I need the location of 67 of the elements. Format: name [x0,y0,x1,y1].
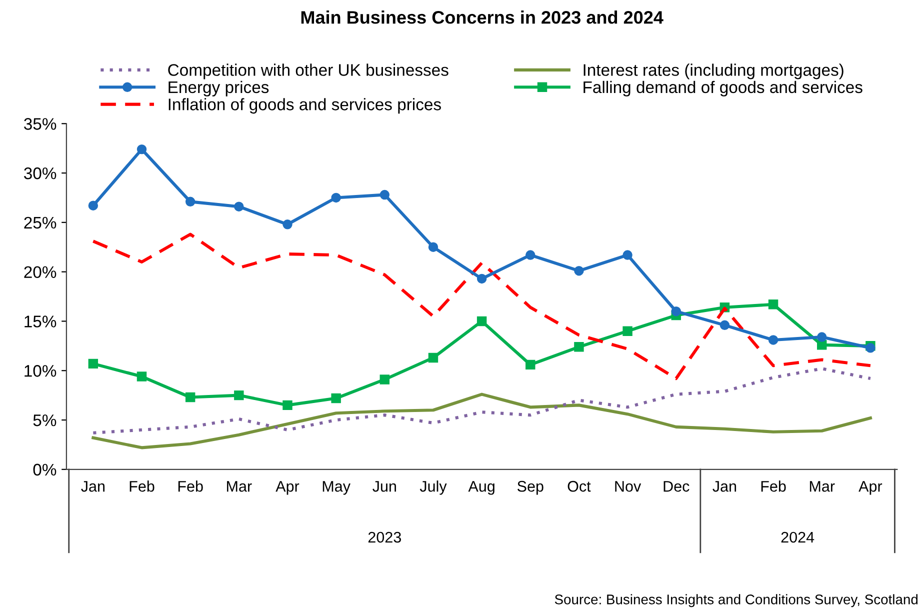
legend-label: Falling demand of goods and services [584,80,862,96]
x-tick-label: Mar [227,481,252,492]
point [88,358,98,369]
line-series [92,367,872,434]
x-tick-label: Jun [372,481,396,492]
point [768,300,778,310]
x-tick-label: Jan [712,481,736,492]
y-tick-label: 35% [24,118,56,130]
x-tick-label: Oct [568,480,591,492]
point [136,372,147,382]
x-tick-label: Jan [81,481,104,492]
x-tick-label: Feb [178,480,203,492]
y-tick-label: 15% [24,316,56,328]
x-tick-label: Nov [615,481,642,492]
point [526,360,536,370]
legend-label: Interest rates (including mortgages) [584,64,844,80]
point [671,306,681,316]
point [88,200,98,210]
x-tick-label: Apr [276,481,300,495]
y-tick-label: 0% [33,464,56,476]
point [234,202,244,212]
x-tick-label: May [322,481,350,495]
point [526,250,536,260]
point [622,250,632,260]
point [136,144,147,154]
y-tick-label: 25% [24,216,56,229]
text: 2023 [368,532,401,543]
x-tick-label: Sep [517,480,544,495]
chart-title: Main Business Concerns in 2023 and 2024 [301,10,664,24]
legend-label: Inflation of goods and services prices [168,98,441,114]
point [720,320,730,330]
text: 2024 [781,532,814,543]
point [816,340,827,350]
x-tick-label: Mar [810,481,835,492]
point [380,374,390,384]
y-tick-label: 20% [24,266,56,278]
line-series [92,392,872,450]
point [428,352,438,363]
point [428,242,438,252]
point [476,316,487,326]
point [476,274,487,284]
x-tick-label: Dec [664,481,690,492]
x-tick-label: Feb [130,480,154,492]
point [574,266,584,276]
legend-label: Competition with other UK businesses [168,64,448,80]
point [331,393,341,404]
legend-label: Energy prices [168,80,269,96]
x-tick-label: Apr [858,481,882,495]
x-tick-label: July [420,480,447,495]
point [185,392,196,402]
y-tick-label: 10% [24,365,56,377]
line-series [92,232,872,380]
point [574,342,584,352]
x-tick-label: Aug [468,481,494,495]
source-note: Source: Business Insights and Conditions Survey, Scotland [554,594,918,608]
x-tick-label: Feb [761,480,786,492]
point [816,332,827,342]
point [622,326,632,336]
y-tick-label: 5% [33,414,56,426]
point [234,390,244,400]
point [282,220,292,230]
point [768,335,778,345]
point [380,190,390,200]
point [282,400,292,410]
y-tick-label: 30% [24,167,56,180]
point [331,192,341,203]
point [185,196,196,207]
